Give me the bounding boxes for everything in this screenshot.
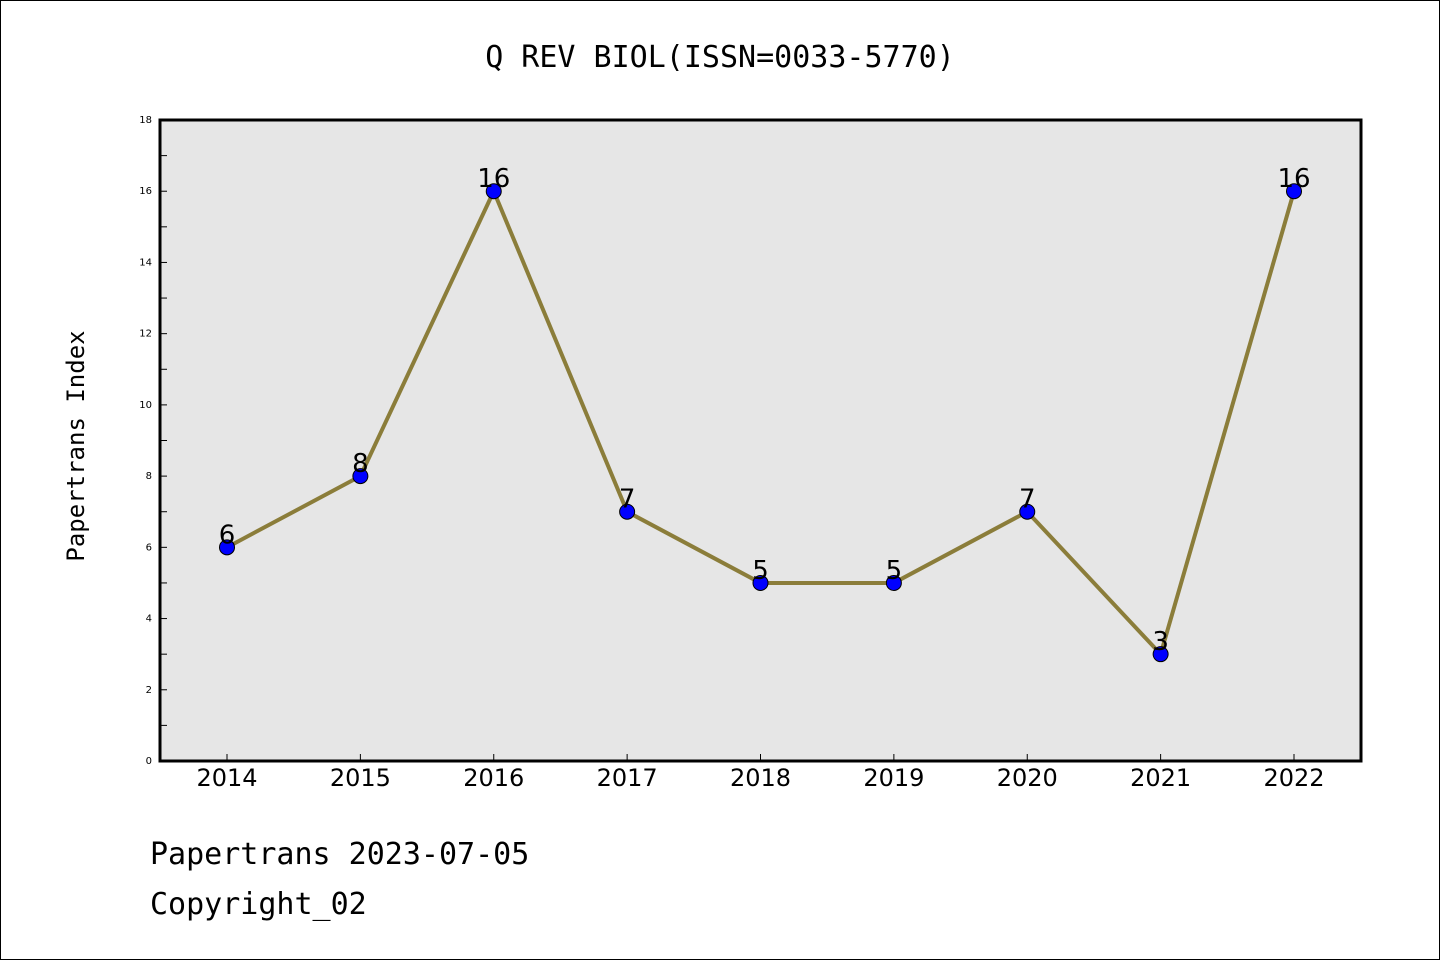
y-axis-label: Papertrans Index	[62, 330, 90, 561]
x-tick-label: 2015	[330, 764, 391, 792]
x-axis-ticks: 2014 2015 2016 2017 2018 2019 2020 2021 2022	[196, 754, 1325, 792]
data-label: 8	[352, 449, 369, 479]
data-label: 7	[1019, 485, 1036, 515]
x-tick-label: 2018	[730, 764, 791, 792]
footer-copyright: Copyright_02	[150, 887, 367, 922]
data-label: 3	[1152, 627, 1169, 657]
chart-title: Q REV BIOL(ISSN=0033-5770)	[485, 40, 955, 75]
data-point	[885, 574, 902, 591]
y-tick-label: 8	[146, 471, 152, 482]
x-tick-label: 2020	[997, 764, 1058, 792]
data-point	[1286, 183, 1302, 200]
y-tick-label: 6	[146, 542, 152, 553]
x-tick-label: 2019	[863, 764, 924, 792]
x-tick-label: 2014	[196, 764, 257, 792]
data-point	[619, 503, 636, 520]
y-tick-label: 16	[139, 186, 152, 197]
data-point	[1152, 646, 1169, 663]
data-label: 7	[619, 485, 636, 515]
y-axis-ticks: 0 2 4 6 8 10 12 14 16 18	[139, 115, 167, 767]
data-label: 5	[752, 556, 769, 586]
data-point	[485, 183, 502, 200]
plot-area	[160, 120, 1361, 761]
plot-border	[158, 118, 1363, 763]
footer-date: Papertrans 2023-07-05	[150, 837, 529, 872]
y-tick-label: 14	[139, 257, 152, 268]
x-tick-label: 2017	[597, 764, 658, 792]
data-label: 6	[219, 520, 236, 550]
x-tick-label: 2021	[1130, 764, 1191, 792]
y-tick-label: 4	[146, 614, 152, 625]
data-labels: 6 8 16 7 5 5 7 3 16	[219, 164, 1311, 657]
y-tick-label: 12	[139, 329, 152, 340]
x-tick-label: 2016	[463, 764, 524, 792]
data-label: 5	[886, 556, 903, 586]
data-label: 16	[1277, 164, 1310, 194]
data-point	[352, 468, 369, 485]
data-point	[1019, 503, 1036, 520]
data-points	[219, 183, 1302, 663]
y-tick-label: 18	[139, 115, 152, 126]
y-tick-label: 10	[139, 400, 152, 411]
y-tick-label: 2	[146, 685, 152, 696]
data-point	[752, 574, 769, 591]
x-tick-label: 2022	[1263, 764, 1324, 792]
data-label: 16	[477, 164, 510, 194]
y-tick-label: 0	[146, 756, 152, 767]
data-point	[219, 539, 235, 556]
